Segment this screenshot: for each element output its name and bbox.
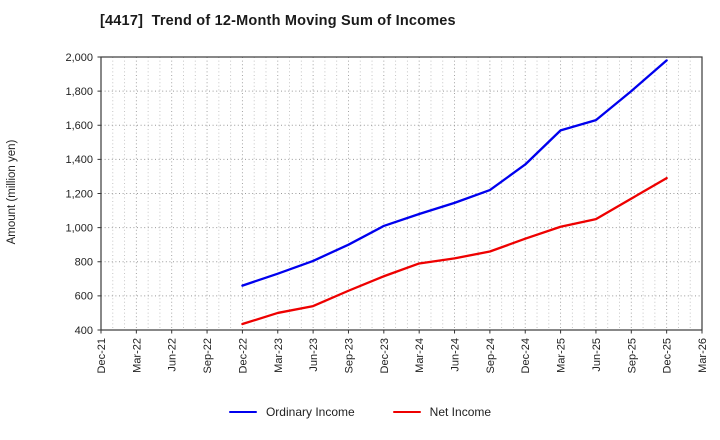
x-axis-tick-label: Mar-24 [414, 338, 426, 373]
chart-legend: Ordinary Income Net Income [0, 405, 720, 419]
legend-item-ordinary-income: Ordinary Income [228, 405, 355, 419]
legend-item-net-income: Net Income [392, 405, 492, 419]
x-axis-tick-label: Dec-24 [520, 338, 532, 373]
legend-line-swatch [392, 410, 421, 414]
x-axis-tick-label: Sep-25 [626, 338, 638, 373]
x-axis-tick-label: Dec-25 [662, 338, 674, 373]
x-axis-tick-label: Mar-25 [556, 338, 568, 373]
x-axis-tick-label: Mar-26 [697, 338, 709, 373]
legend-line-swatch [228, 410, 257, 414]
x-axis-tick-label: Sep-22 [202, 338, 214, 373]
y-axis-tick-label: 800 [75, 257, 93, 269]
x-axis-tick-label: Mar-23 [273, 338, 285, 373]
y-axis-tick-label: 1,400 [65, 154, 93, 166]
x-axis-tick-label: Jun-25 [591, 338, 603, 372]
series-line-net-income [241, 176, 668, 326]
x-axis-tick-label: Mar-22 [131, 338, 143, 373]
y-axis-tick-label: 2,000 [65, 52, 93, 64]
series-line-ordinary-income [241, 59, 668, 287]
axis-tick-labels: Dec-21 Mar-22 Jun-22 Sep-22 Dec-22 Mar-23 Jun-… [65, 52, 709, 374]
minor-gridlines [112, 57, 691, 330]
x-axis-tick-label: Jun-23 [308, 338, 320, 372]
y-axis-tick-label: 1,000 [65, 222, 93, 234]
x-axis-tick-label: Dec-22 [237, 338, 249, 373]
x-axis-tick-label: Sep-24 [485, 338, 497, 373]
x-axis-tick-label: Dec-23 [379, 338, 391, 373]
plot-border [100, 56, 703, 331]
y-axis-tick-label: 1,200 [65, 188, 93, 200]
y-axis-tick-label: 400 [75, 325, 93, 337]
x-axis-tick-label: Jun-22 [167, 338, 179, 372]
data-series-lines [241, 59, 668, 326]
axis-tick-marks [97, 56, 703, 334]
y-axis-tick-label: 1,600 [65, 120, 93, 132]
y-axis-tick-label: 1,800 [65, 86, 93, 98]
y-axis-tick-label: 600 [75, 291, 93, 303]
x-axis-tick-label: Sep-23 [343, 338, 355, 373]
chart-title: [4417] Trend of 12-Month Moving Sum of I… [100, 13, 456, 29]
legend-label: Net Income [429, 405, 492, 419]
x-axis-tick-label: Jun-24 [450, 338, 462, 372]
major-gridlines [100, 56, 703, 331]
legend-label: Ordinary Income [265, 405, 355, 419]
x-axis-tick-label: Dec-21 [96, 338, 108, 373]
